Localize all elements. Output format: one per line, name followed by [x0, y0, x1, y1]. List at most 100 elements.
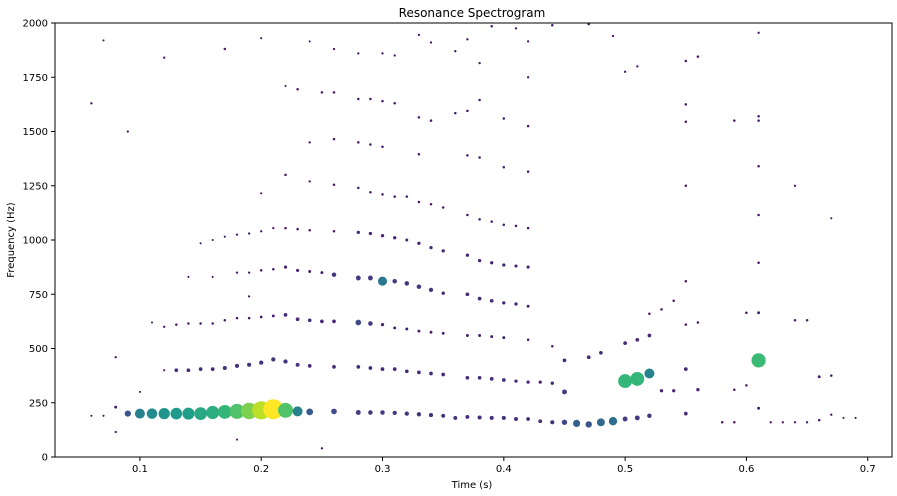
- data-point: [272, 268, 275, 271]
- data-point: [381, 145, 384, 148]
- y-tick-label: 1250: [23, 181, 48, 192]
- data-point: [757, 164, 760, 168]
- data-point: [757, 261, 760, 265]
- data-point: [416, 412, 422, 417]
- data-point: [124, 410, 131, 417]
- data-point: [489, 415, 494, 420]
- x-tick-label: 0.2: [253, 464, 269, 475]
- data-point: [805, 319, 809, 322]
- data-point: [561, 419, 568, 425]
- data-point: [733, 421, 736, 424]
- data-point: [308, 270, 312, 273]
- data-point: [295, 362, 300, 367]
- data-point: [392, 278, 397, 284]
- data-point: [308, 228, 311, 232]
- data-point: [551, 345, 554, 348]
- data-point: [417, 200, 421, 204]
- y-tick-label: 1500: [23, 127, 48, 138]
- data-point: [355, 410, 361, 415]
- data-point: [392, 367, 397, 371]
- data-point: [465, 334, 469, 337]
- data-point: [514, 264, 518, 268]
- data-point: [477, 415, 482, 420]
- data-point: [683, 367, 688, 371]
- data-point: [573, 419, 581, 427]
- data-point: [174, 368, 179, 373]
- data-point: [502, 336, 506, 340]
- data-point: [501, 415, 506, 420]
- data-point: [417, 153, 421, 156]
- data-point: [490, 335, 494, 339]
- data-point: [466, 154, 469, 157]
- data-point: [211, 322, 214, 325]
- data-point: [757, 311, 761, 315]
- data-point: [502, 263, 506, 267]
- data-point: [308, 180, 311, 183]
- data-point: [441, 331, 445, 335]
- data-point: [158, 407, 170, 420]
- data-point: [392, 410, 397, 416]
- chart-title: Resonance Spectrogram: [399, 6, 546, 20]
- data-point: [514, 302, 518, 306]
- data-point: [684, 184, 688, 188]
- data-point: [441, 413, 446, 418]
- data-point: [805, 421, 809, 424]
- data-point: [630, 371, 645, 386]
- data-point: [182, 407, 195, 420]
- data-point: [186, 368, 191, 373]
- data-point: [114, 430, 117, 434]
- data-point: [126, 130, 129, 133]
- data-point: [502, 301, 506, 305]
- data-point: [405, 327, 409, 331]
- data-point: [644, 368, 655, 379]
- data-point: [271, 314, 275, 318]
- data-point: [292, 406, 303, 417]
- data-point: [477, 258, 482, 263]
- data-point: [684, 279, 688, 283]
- data-points: [90, 22, 857, 450]
- data-point: [817, 375, 821, 379]
- data-point: [526, 226, 530, 230]
- data-point: [684, 323, 688, 326]
- data-point: [562, 389, 567, 395]
- data-point: [234, 363, 240, 368]
- data-point: [635, 337, 640, 342]
- data-point: [441, 372, 446, 377]
- data-point: [260, 192, 263, 195]
- data-point: [623, 70, 627, 73]
- data-point: [377, 276, 388, 286]
- data-point: [247, 271, 251, 274]
- data-point: [660, 308, 663, 311]
- data-point: [332, 91, 336, 94]
- data-point: [405, 238, 409, 242]
- data-point: [757, 119, 760, 122]
- data-point: [478, 334, 482, 337]
- data-point: [465, 375, 470, 380]
- data-point: [404, 369, 409, 374]
- data-point: [490, 25, 493, 28]
- data-point: [102, 39, 105, 42]
- y-tick-label: 250: [29, 398, 48, 409]
- data-point: [393, 102, 396, 105]
- data-point: [272, 226, 275, 230]
- data-point: [659, 389, 664, 393]
- data-point: [381, 193, 384, 196]
- data-point: [478, 218, 481, 221]
- data-point: [599, 350, 603, 355]
- data-point: [514, 27, 518, 30]
- data-point: [429, 371, 433, 376]
- data-point: [331, 272, 337, 277]
- data-point: [187, 322, 190, 325]
- data-point: [170, 407, 183, 420]
- data-point: [357, 52, 360, 55]
- data-point: [380, 410, 385, 415]
- data-point: [745, 311, 748, 314]
- data-point: [417, 329, 421, 333]
- data-point: [769, 421, 772, 424]
- data-point: [830, 413, 833, 416]
- data-point: [526, 304, 530, 308]
- data-point: [622, 416, 628, 422]
- data-point: [683, 411, 688, 416]
- x-tick-label: 0.4: [496, 464, 512, 475]
